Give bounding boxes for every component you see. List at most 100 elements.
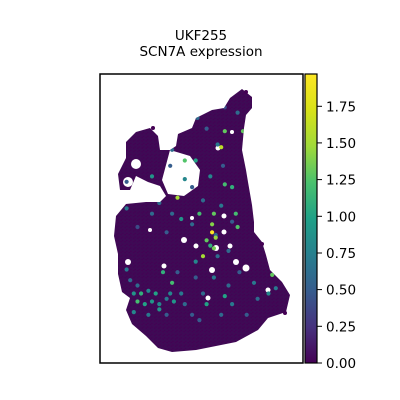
expression-spot — [226, 283, 231, 288]
expression-spot — [226, 248, 231, 253]
expression-spot — [204, 238, 209, 243]
expression-spot — [222, 182, 227, 187]
expression-spot — [193, 275, 198, 280]
expression-spot — [190, 222, 195, 227]
colorbar-tick-label: 0.00 — [326, 356, 356, 372]
expression-spot — [149, 211, 155, 216]
expression-spot — [190, 185, 195, 190]
expression-spot — [190, 312, 195, 317]
expression-spot — [211, 275, 216, 280]
expression-spot — [235, 224, 240, 230]
expression-spots — [124, 97, 278, 323]
expression-spot — [139, 291, 144, 296]
expression-spot — [179, 291, 184, 296]
expression-spot — [200, 198, 206, 203]
stray-spot — [151, 126, 155, 130]
colorbar-tick-label: 1.00 — [326, 209, 356, 225]
stray-spot — [260, 242, 264, 246]
expression-spot — [219, 203, 224, 208]
tissue-hole — [148, 228, 152, 232]
expression-spot — [197, 318, 202, 323]
expression-spot — [128, 278, 133, 283]
tissue-hole — [161, 263, 167, 269]
expression-spot — [222, 129, 227, 134]
colorbar-tick-label: 0.50 — [326, 283, 356, 299]
tissue-hole — [242, 264, 250, 272]
expression-spot — [210, 222, 215, 227]
tissue-hole — [230, 130, 234, 134]
colorbar-tick-label: 0.25 — [326, 319, 356, 335]
expression-spot — [124, 206, 129, 211]
expression-spot — [204, 302, 209, 307]
expression-spot — [146, 288, 151, 293]
expression-spot — [149, 299, 155, 304]
expression-spot — [168, 291, 173, 296]
expression-spot — [135, 283, 140, 288]
expression-spot — [273, 286, 278, 291]
tissue-hole — [209, 267, 215, 273]
expression-spot — [230, 302, 235, 307]
tissue-hole — [162, 150, 200, 196]
expression-spot — [160, 270, 166, 275]
expression-spot — [270, 272, 275, 277]
expression-spot — [220, 163, 226, 168]
stray-spot — [244, 90, 248, 94]
expression-spot — [222, 294, 227, 299]
expression-spot — [131, 291, 136, 296]
tissue-hole — [233, 259, 239, 265]
colorbar-tick-label: 1.75 — [326, 99, 356, 115]
expression-spot — [153, 291, 158, 296]
tissue-hole — [193, 243, 199, 249]
expression-spot — [215, 254, 220, 259]
expression-spot — [131, 310, 136, 315]
expression-spot — [170, 211, 175, 216]
expression-spot — [182, 158, 187, 163]
expression-spot — [210, 230, 215, 235]
colorbar-tick-label: 1.25 — [326, 173, 356, 189]
tissue-hole — [131, 159, 141, 169]
colorbar — [304, 73, 318, 364]
expression-spot — [124, 179, 129, 184]
expression-spot — [157, 302, 162, 307]
tissue-hole — [181, 237, 187, 243]
chart-subtitle: SCN7A expression — [139, 44, 262, 60]
expression-spot — [135, 224, 140, 230]
expression-spot — [135, 299, 140, 304]
tissue-hole — [227, 243, 233, 249]
expression-spot — [208, 243, 213, 248]
expression-spot — [251, 280, 257, 285]
colorbar-tick-label: 0.75 — [326, 246, 356, 262]
expression-spot — [200, 254, 206, 259]
expression-spot — [142, 302, 147, 307]
expression-spot — [255, 296, 260, 301]
expression-spot — [211, 246, 216, 251]
tissue-hole — [125, 259, 131, 265]
expression-spot — [157, 307, 162, 312]
expression-spot — [235, 110, 240, 115]
expression-spot — [197, 211, 202, 216]
chart-title: UKF255 — [175, 28, 227, 44]
expression-spot — [124, 267, 129, 272]
expression-spot — [170, 280, 175, 285]
expression-spot — [164, 296, 169, 301]
expression-spot — [233, 211, 238, 216]
expression-spot — [219, 145, 224, 150]
expression-spot — [149, 174, 155, 179]
expression-spot — [164, 312, 169, 317]
expression-spot — [182, 177, 187, 182]
expression-spot — [182, 302, 187, 307]
tissue-hole — [221, 229, 227, 235]
expression-spot — [244, 312, 249, 317]
tissue-hole — [190, 216, 194, 220]
expression-spot — [237, 270, 242, 275]
expression-spot — [164, 230, 169, 235]
colorbar-ticks: 0.00 0.25 0.50 0.75 1.00 1.25 1.50 1.75 — [317, 99, 356, 372]
stray-spot — [283, 311, 287, 315]
expression-spot — [193, 158, 198, 163]
expression-spot — [171, 299, 176, 304]
expression-spot — [175, 195, 180, 200]
tissue-hole — [221, 213, 227, 219]
expression-spot — [179, 216, 184, 222]
expression-spot — [230, 185, 235, 190]
